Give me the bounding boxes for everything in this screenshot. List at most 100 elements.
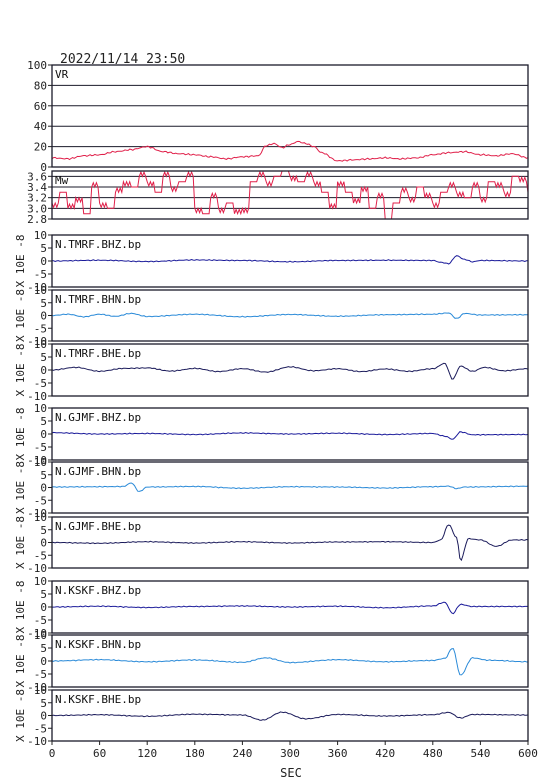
y-tick-label: 10 — [34, 456, 47, 469]
panel-frame — [51, 289, 529, 342]
panel-frame — [51, 234, 529, 288]
y-tick-label: 80 — [34, 79, 47, 92]
y-tick-label: -5 — [34, 494, 47, 507]
x-tick-label: 180 — [185, 747, 205, 760]
panel-frame — [51, 580, 529, 634]
y-axis-label: X 10E -8 — [14, 516, 27, 569]
y-tick-label: 0 — [40, 364, 47, 377]
y-axis-label: X 10E -8 — [14, 289, 27, 342]
y-tick-label: 3.0 — [27, 202, 47, 215]
x-tick-label: 240 — [232, 747, 252, 760]
y-tick-label: 60 — [34, 100, 47, 113]
panel-label: N.KSKF.BHE.bp — [55, 693, 141, 706]
x-tick-label: 360 — [328, 747, 348, 760]
y-tick-label: -10 — [27, 454, 47, 467]
x-tick-label: 120 — [137, 747, 157, 760]
series-line — [51, 362, 529, 380]
y-tick-label: -5 — [34, 549, 47, 562]
y-tick-label: 10 — [34, 338, 47, 351]
y-tick-label: -5 — [34, 268, 47, 281]
panel-Mw: 2.83.03.23.43.6 Mw — [27, 170, 529, 226]
y-tick-label: 0 — [40, 255, 47, 268]
y-tick-label: -5 — [34, 377, 47, 390]
y-tick-label: -5 — [34, 668, 47, 681]
panel-label: N.KSKF.BHZ.bp — [55, 584, 141, 597]
y-tick-label: 0 — [40, 428, 47, 441]
y-axis-label: X 10E -8 — [14, 635, 27, 688]
x-tick-label: 300 — [280, 747, 300, 760]
y-tick-label: 2.8 — [27, 213, 47, 226]
series-line — [51, 524, 529, 562]
y-tick-label: -10 — [27, 562, 47, 575]
y-tick-label: 0 — [40, 601, 47, 614]
x-tick-label: 0 — [49, 747, 56, 760]
x-tick-label: 540 — [470, 747, 490, 760]
y-tick-label: -10 — [27, 627, 47, 640]
y-tick-label: 40 — [34, 120, 47, 133]
series-line — [51, 482, 529, 492]
panel-frame — [51, 343, 529, 397]
y-tick-label: -10 — [27, 281, 47, 294]
y-tick-label: -5 — [34, 441, 47, 454]
y-tick-label: 10 — [34, 284, 47, 297]
series-line — [51, 648, 529, 676]
panel-label: N.TMRF.BHN.bp — [55, 293, 141, 306]
y-axis-label: X 10E -8 — [14, 235, 27, 288]
y-axis-label: X 10E -8 — [14, 689, 27, 742]
series-line — [52, 601, 528, 615]
series-line — [51, 170, 529, 220]
series-line — [51, 140, 529, 162]
y-tick-label: -10 — [27, 390, 47, 403]
panel-frame — [51, 461, 529, 514]
series-line — [51, 312, 528, 319]
y-tick-label: -10 — [27, 681, 47, 694]
y-axis-label: X 10E -8 — [14, 581, 27, 634]
panel-frame — [51, 170, 529, 220]
y-tick-label: 0 — [40, 161, 47, 174]
series-line — [51, 431, 529, 440]
x-tick-label: 60 — [93, 747, 106, 760]
series-line — [51, 711, 529, 721]
y-tick-label: 5 — [40, 297, 47, 310]
y-axis-label: X 10E -8 — [14, 344, 27, 397]
x-axis: 0 60 120 180 240 300 360 420 480 540 600 — [49, 741, 538, 760]
panel-frame — [51, 634, 529, 688]
y-tick-label: 0 — [40, 655, 47, 668]
y-tick-label: 0 — [40, 482, 47, 495]
y-tick-label: 5 — [40, 242, 47, 255]
y-tick-label: 0 — [40, 310, 47, 323]
y-tick-label: -10 — [27, 735, 47, 748]
chart-timestamp: 2022/11/14 23:50 — [60, 52, 185, 67]
y-tick-label: -5 — [34, 322, 47, 335]
y-tick-label: 3.6 — [27, 170, 47, 183]
y-tick-label: 10 — [34, 684, 47, 697]
panel-label: VR — [55, 68, 69, 81]
x-axis-label: SEC — [280, 766, 302, 780]
y-axis-label: X 10E -8 — [14, 408, 27, 461]
y-tick-label: -5 — [34, 614, 47, 627]
x-tick-label: 420 — [375, 747, 395, 760]
y-tick-label: 5 — [40, 351, 47, 364]
panel-label: N.GJMF.BHZ.bp — [55, 411, 141, 424]
panel-label: N.GJMF.BHE.bp — [55, 520, 141, 533]
panel-frame — [51, 64, 529, 168]
y-tick-label: -10 — [27, 335, 47, 348]
panel-label: Mw — [55, 174, 69, 187]
y-tick-label: 5 — [40, 524, 47, 537]
y-tick-label: 5 — [40, 642, 47, 655]
y-tick-label: 10 — [34, 575, 47, 588]
y-tick-label: 10 — [34, 402, 47, 415]
y-tick-label: 5 — [40, 697, 47, 710]
y-tick-label: 3.2 — [27, 192, 47, 205]
